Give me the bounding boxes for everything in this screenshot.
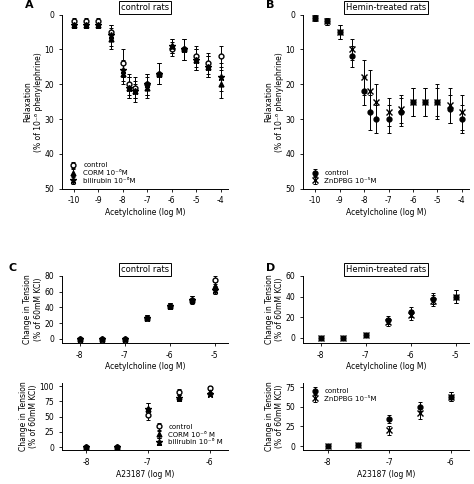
Legend: control, CORM 10⁻⁶M, bilirubin 10⁻⁶M: control, CORM 10⁻⁶M, bilirubin 10⁻⁶M: [65, 161, 137, 185]
Y-axis label: Change in Tension
(% of 60mM KCl): Change in Tension (% of 60mM KCl): [264, 382, 284, 452]
Legend: control, ZnDPBG 10⁻⁵M: control, ZnDPBG 10⁻⁵M: [306, 169, 378, 185]
Title: control rats: control rats: [121, 3, 169, 13]
Title: Hemin-treated rats: Hemin-treated rats: [346, 3, 426, 13]
X-axis label: Acetylcholine (log M): Acetylcholine (log M): [105, 363, 185, 371]
X-axis label: A23187 (log M): A23187 (log M): [116, 469, 174, 479]
Text: C: C: [9, 262, 17, 272]
Y-axis label: Relaxation
(% of 10⁻⁶ phenylephrine): Relaxation (% of 10⁻⁶ phenylephrine): [264, 52, 284, 151]
Y-axis label: Relaxation
(% of 10⁻⁶ phenylephrine): Relaxation (% of 10⁻⁶ phenylephrine): [23, 52, 43, 151]
X-axis label: Acetylcholine (log M): Acetylcholine (log M): [346, 208, 426, 217]
X-axis label: Acetylcholine (log M): Acetylcholine (log M): [105, 208, 185, 217]
Title: Hemin-treated rats: Hemin-treated rats: [346, 265, 426, 274]
Legend: control, ZnDPBG 10⁻⁵M: control, ZnDPBG 10⁻⁵M: [306, 387, 378, 403]
Y-axis label: Change in Tension
(% of 60mM KCl): Change in Tension (% of 60mM KCl): [18, 382, 38, 452]
Y-axis label: Change in Tension
(% of 60mM KCl): Change in Tension (% of 60mM KCl): [23, 274, 43, 344]
X-axis label: A23187 (log M): A23187 (log M): [357, 469, 415, 479]
Legend: control, CORM 10⁻⁶ M, bilirubin 10⁻⁶ M: control, CORM 10⁻⁶ M, bilirubin 10⁻⁶ M: [150, 423, 225, 447]
Title: control rats: control rats: [121, 265, 169, 274]
Text: B: B: [266, 0, 274, 10]
Y-axis label: Change in Tension
(% of 60mM KCl): Change in Tension (% of 60mM KCl): [264, 274, 284, 344]
X-axis label: Acetylcholine (log M): Acetylcholine (log M): [346, 363, 426, 371]
Text: A: A: [25, 0, 34, 10]
Text: D: D: [266, 262, 275, 272]
